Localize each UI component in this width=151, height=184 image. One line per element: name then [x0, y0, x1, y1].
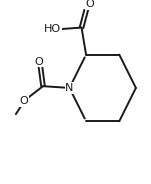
Text: HO: HO: [44, 24, 61, 34]
Text: O: O: [20, 96, 29, 106]
Text: N: N: [65, 83, 74, 93]
Text: O: O: [34, 57, 43, 67]
Text: O: O: [85, 0, 94, 9]
